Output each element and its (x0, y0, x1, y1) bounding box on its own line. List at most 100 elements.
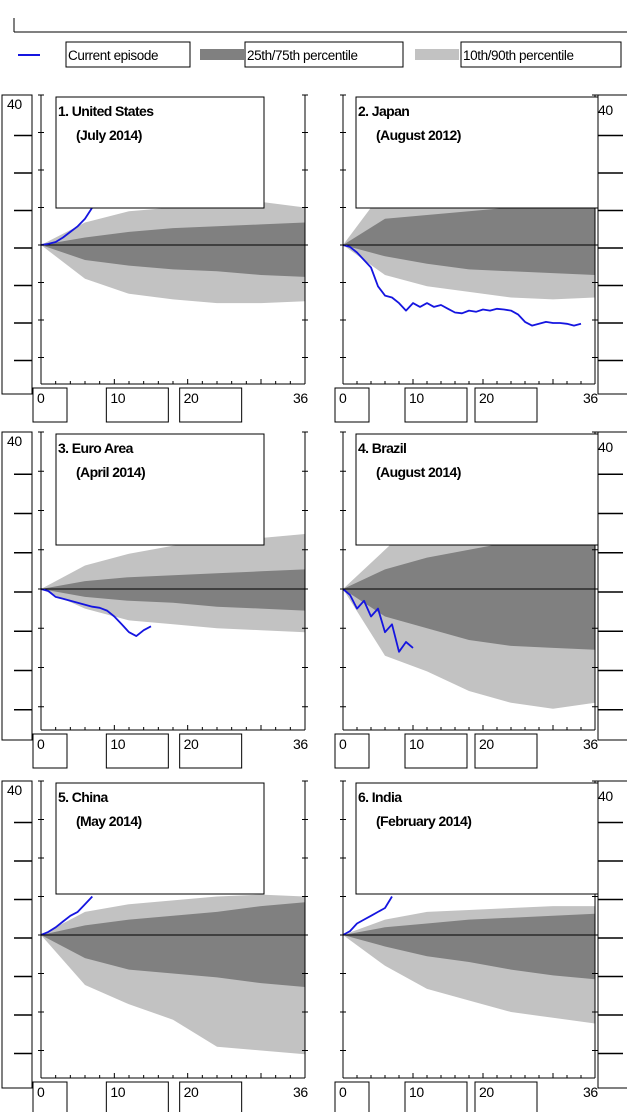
x-tick-box (334, 1081, 370, 1112)
band-25-75 (41, 569, 305, 611)
x-tick-box (474, 1081, 538, 1112)
x-tick-label: 36 (583, 736, 598, 752)
title-box (355, 782, 599, 895)
current-episode-line (40, 199, 101, 246)
y-tick-label: 40 (7, 433, 22, 449)
current-episode-line (342, 896, 393, 936)
current-episode-line (40, 895, 93, 936)
current-episode-line (342, 244, 582, 327)
legend: Current episode 25th/75th percentile 10t… (18, 41, 622, 68)
y-tick-label: 40 (7, 782, 22, 798)
chart-panel-3: 0 10 20 36 40 3. Euro Area (April 2014) (1, 431, 309, 769)
x-tick-label: 10 (409, 1084, 424, 1100)
chart-subtitle: (August 2012) (376, 127, 461, 143)
title-box (55, 782, 265, 895)
chart-subtitle: (August 2014) (376, 464, 461, 480)
title-box (55, 433, 265, 546)
x-tick-label: 0 (37, 1084, 45, 1100)
y-tick-label: 40 (7, 96, 22, 112)
x-tick-label: 36 (583, 1084, 598, 1100)
x-tick-box (179, 387, 243, 423)
x-tick-box (334, 733, 370, 769)
x-tick-box (32, 1081, 68, 1112)
x-tick-box (334, 387, 370, 423)
x-tick-label: 36 (293, 1084, 308, 1100)
y-frame (597, 780, 627, 1089)
chart-subtitle: (February 2014) (376, 813, 471, 829)
legend-iqr-label: 25th/75th percentile (247, 48, 358, 63)
panels: 0 10 20 36 40 1. United States (July 2014) 0 10 2… (1, 94, 627, 1112)
chart-subtitle: (May 2014) (76, 813, 142, 829)
x-tick-box (474, 387, 538, 423)
chart-subtitle: (July 2014) (76, 127, 142, 143)
x-tick-label: 20 (184, 736, 199, 752)
y-tick-label: 40 (598, 788, 613, 804)
y-frame (597, 94, 627, 395)
y-frame (1, 431, 33, 741)
x-tick-box (105, 387, 169, 423)
x-tick-label: 10 (409, 390, 424, 406)
x-tick-box (404, 733, 468, 769)
x-tick-label: 0 (37, 390, 45, 406)
legend-decile-label: 10th/90th percentile (463, 48, 574, 63)
x-tick-label: 10 (110, 1084, 125, 1100)
x-tick-label: 0 (339, 1084, 347, 1100)
x-tick-box (105, 1081, 169, 1112)
x-tick-label: 0 (339, 390, 347, 406)
y-tick-label: 40 (598, 102, 613, 118)
band-25-75 (41, 902, 305, 987)
x-tick-label: 20 (479, 736, 494, 752)
band-25-75 (343, 200, 595, 275)
x-tick-label: 0 (37, 736, 45, 752)
y-frame (597, 431, 627, 741)
x-tick-box (105, 733, 169, 769)
band-25-75 (343, 518, 595, 650)
current-episode-line (40, 588, 152, 637)
band-25-75 (41, 222, 305, 277)
legend-current-box (65, 41, 191, 68)
chart-panel-2: 0 10 20 36 40 2. Japan (August 2012) (334, 94, 627, 423)
y-frame (1, 780, 33, 1089)
chart-title: 4. Brazil (358, 440, 406, 456)
x-tick-label: 10 (110, 390, 125, 406)
legend-iqr-box (244, 41, 404, 68)
x-tick-label: 20 (184, 390, 199, 406)
chart-panel-6: 0 10 20 36 40 6. India (February 2014) (334, 780, 627, 1112)
y-tick-label: 40 (598, 439, 613, 455)
chart-title: 6. India (358, 789, 402, 805)
x-tick-label: 10 (409, 736, 424, 752)
x-tick-label: 20 (479, 390, 494, 406)
chart-title: 1. United States (58, 103, 154, 119)
current-episode-line (342, 588, 414, 653)
chart-title: 5. China (58, 789, 108, 805)
chart-panel-1: 0 10 20 36 40 1. United States (July 2014) (1, 94, 309, 423)
x-tick-label: 36 (583, 390, 598, 406)
title-box (355, 96, 599, 209)
legend-decile-box (460, 41, 622, 68)
chart-panel-4: 0 10 20 36 40 4. Brazil (August 2014) (334, 431, 627, 769)
chart-panel-5: 0 10 20 36 40 5. China (May 2014) (1, 780, 309, 1112)
x-tick-box (474, 733, 538, 769)
y-frame (1, 94, 33, 395)
x-tick-box (32, 387, 68, 423)
x-tick-label: 10 (110, 736, 125, 752)
x-tick-label: 20 (184, 1084, 199, 1100)
x-tick-box (179, 733, 243, 769)
x-tick-label: 36 (293, 390, 308, 406)
x-tick-label: 0 (339, 736, 347, 752)
chart-subtitle: (April 2014) (76, 464, 145, 480)
x-tick-box (32, 733, 68, 769)
x-tick-box (179, 1081, 243, 1112)
x-tick-box (404, 1081, 468, 1112)
band-25-75 (343, 913, 595, 980)
title-box (355, 433, 599, 546)
legend-current-label: Current episode (68, 48, 158, 63)
x-tick-label: 20 (479, 1084, 494, 1100)
title-box (55, 96, 265, 209)
legend-decile-swatch (415, 49, 459, 60)
chart-title: 3. Euro Area (58, 440, 134, 456)
legend-iqr-swatch (200, 49, 244, 60)
x-tick-box (404, 387, 468, 423)
x-tick-label: 36 (293, 736, 308, 752)
